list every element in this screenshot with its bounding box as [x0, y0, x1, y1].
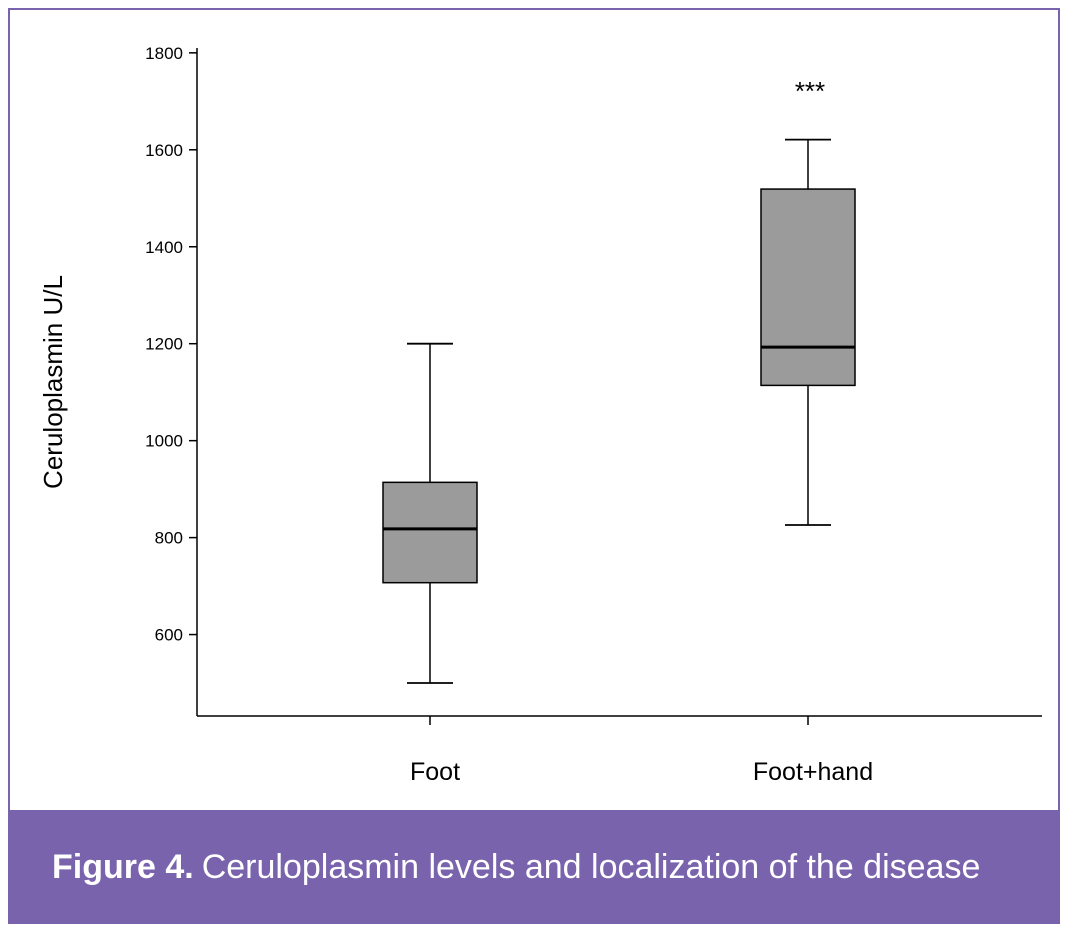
x-tick-label: Foot [410, 758, 460, 786]
box-foot-hand: *** [760, 76, 856, 526]
caption-label: Figure 4. [52, 847, 194, 886]
significance-annotation: *** [795, 76, 825, 106]
y-tick-label: 1800 [145, 44, 183, 63]
iqr-box [382, 481, 478, 584]
figure-frame [8, 8, 1060, 924]
x-tick-label: Foot+hand [753, 758, 873, 786]
caption-text: Ceruloplasmin levels and localization of… [201, 847, 981, 886]
y-tick-label: 1000 [145, 432, 183, 451]
boxplot-chart: 600 800 1000 1200 1400 1600 1800 Foot Foot+hand… [38, 44, 1042, 786]
y-tick-label: 1200 [145, 335, 183, 354]
x-ticks: Foot Foot+hand [410, 716, 873, 786]
y-axis-label: Ceruloplasmin U/L [38, 275, 68, 489]
iqr-box [760, 188, 856, 387]
y-ticks: 600 800 1000 1200 1400 1600 1800 [145, 44, 197, 645]
box-foot [382, 342, 478, 684]
y-tick-label: 800 [155, 529, 183, 548]
chart-axes [196, 48, 1042, 717]
y-tick-label: 1600 [145, 141, 183, 160]
figure-caption: Figure 4. Ceruloplasmin levels and local… [8, 810, 1060, 924]
y-tick-label: 600 [155, 626, 183, 645]
boxes-group: *** [382, 76, 856, 684]
y-tick-label: 1400 [145, 238, 183, 257]
